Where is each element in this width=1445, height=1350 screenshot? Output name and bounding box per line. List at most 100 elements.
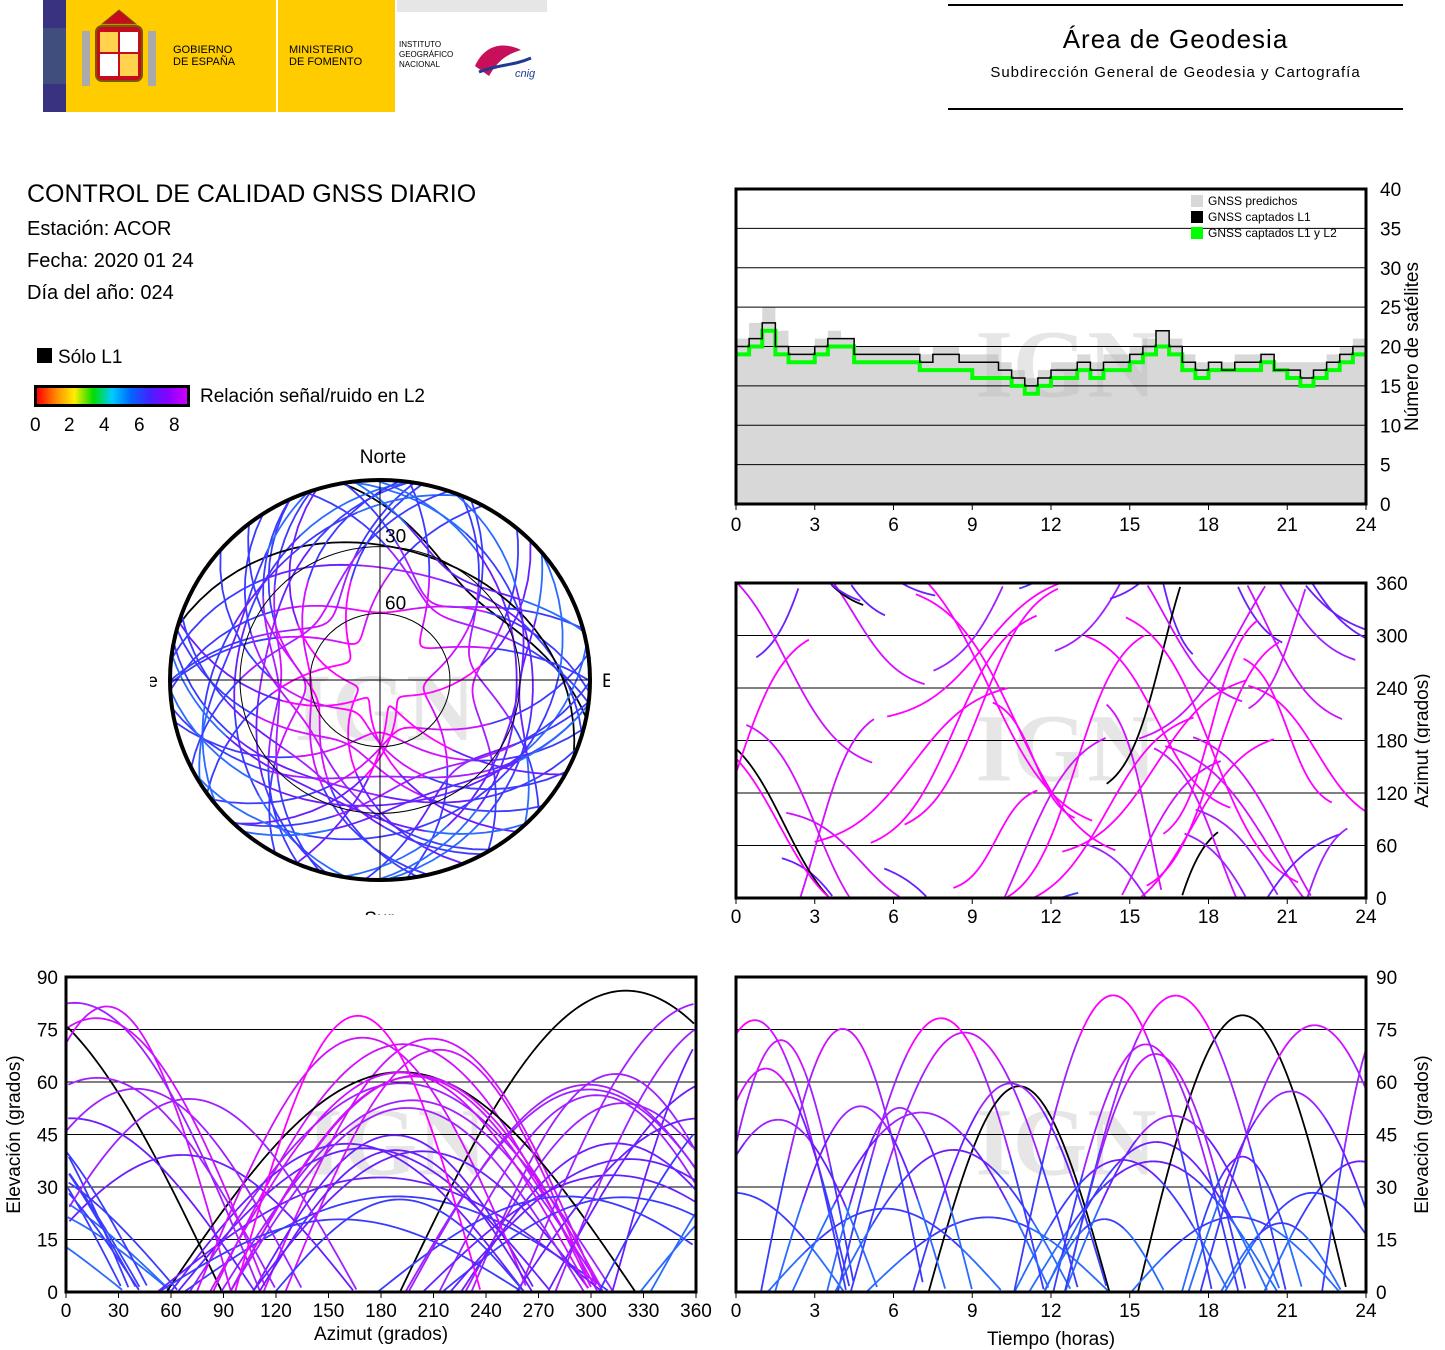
solo-l1-label: Sólo L1: [58, 347, 123, 368]
y-tick-label: 40: [1380, 180, 1401, 201]
sky-track: [288, 488, 318, 626]
sky-track: [297, 624, 348, 682]
elevation-track: [1321, 1156, 1344, 1292]
sky-track: [540, 552, 564, 677]
x-tick-label: 18: [1198, 1301, 1219, 1322]
sky-track: [335, 554, 357, 610]
elevation-azimuth-track: [547, 1085, 696, 1292]
elevation-track: [945, 1216, 989, 1229]
legend-entry: GNSS predichos: [1208, 194, 1297, 208]
elevation-track: [753, 1039, 780, 1078]
elevation-azimuth-track: [195, 1036, 527, 1292]
sky-track: [250, 633, 292, 704]
sky-track: [369, 708, 400, 774]
sky-track: [309, 708, 325, 789]
y-tick-label: 90: [37, 968, 58, 989]
elevation-track: [1130, 1254, 1166, 1292]
elevation-track: [766, 1250, 807, 1292]
sky-track: [306, 659, 313, 710]
elevation-track: [1067, 1253, 1109, 1292]
sky-track: [243, 513, 264, 635]
sky-track: [190, 676, 243, 768]
elevation-track: [1350, 1058, 1366, 1092]
sky-track: [335, 804, 401, 830]
elevation-track: [1324, 1117, 1360, 1190]
elevation-track: [1176, 1078, 1210, 1173]
x-tick-label: 0: [731, 1301, 742, 1322]
elevation-track: [1206, 1014, 1243, 1054]
elevation-azimuth-track: [66, 1087, 303, 1288]
sky-track: [171, 707, 271, 773]
sky-track: [396, 544, 423, 592]
elevation-track: [925, 1031, 965, 1069]
y-tick-label: 35: [1380, 219, 1401, 240]
date-label: Fecha: 2020 01 24: [27, 250, 194, 272]
direction-south: Sur: [364, 909, 394, 915]
station-label: Estación: ACOR: [27, 218, 172, 240]
y-tick-label: 0: [47, 1283, 58, 1304]
elevation-azimuth-track: [639, 1224, 696, 1292]
x-tick-label: 15: [1119, 907, 1140, 928]
sky-track: [273, 663, 281, 712]
x-tick-label: 210: [418, 1301, 450, 1322]
y-tick-label: 60: [1376, 837, 1397, 858]
sky-track: [432, 645, 495, 650]
snr-tick: 0: [30, 415, 41, 436]
x-tick-label: 15: [1119, 1301, 1140, 1322]
sky-track: [517, 703, 590, 763]
elevation-track: [836, 1157, 873, 1292]
sky-track: [180, 614, 228, 703]
sky-track: [233, 616, 249, 703]
elevation-track: [769, 1205, 809, 1244]
elevation-track: [1254, 1090, 1292, 1121]
elevation-track: [774, 1202, 804, 1292]
tracks: [66, 989, 696, 1292]
elevation-track: [874, 1106, 901, 1134]
azimuth-track: [736, 747, 831, 898]
elevation-track: [1113, 1043, 1146, 1080]
plot-frame: [734, 187, 1368, 506]
sky-track: [424, 770, 568, 791]
sky-track: [419, 770, 508, 828]
azimuth-track: [830, 583, 861, 602]
sky-track: [408, 481, 431, 578]
elevation-track: [844, 1207, 886, 1221]
elevation-azimuth-track: [470, 1073, 696, 1292]
elevation-track: [1269, 1225, 1307, 1256]
azimuth-track: [1004, 737, 1107, 898]
sky-track: [489, 715, 532, 812]
plot-frame: [734, 975, 1368, 1294]
azimuth-track: [1162, 583, 1194, 655]
sky-track: [541, 638, 576, 758]
y-tick-label: 20: [1380, 338, 1401, 359]
elevation-track: [1281, 1222, 1302, 1233]
sky-track: [389, 504, 484, 574]
elevation-track: [833, 1135, 879, 1205]
sky-track: [513, 640, 590, 704]
elevation-azimuth-track: [66, 1026, 223, 1292]
y-tick-label: 15: [1376, 1231, 1397, 1252]
sky-track: [178, 621, 283, 702]
sky-track: [374, 480, 477, 551]
sky-track: [524, 644, 588, 752]
sky-track: [453, 492, 518, 588]
elevation-azimuth-track: [209, 1071, 589, 1292]
eu-stars-strip: [43, 0, 66, 112]
elevation-track: [975, 1056, 1011, 1156]
sky-track: [289, 702, 322, 749]
sky-track: [226, 701, 284, 749]
azimuth-track: [1266, 833, 1342, 898]
y-tick-label: 60: [1376, 1073, 1397, 1094]
elevation-azimuth-track: [258, 1149, 533, 1292]
sky-track: [452, 749, 566, 776]
sky-track: [535, 552, 544, 619]
x-tick-label: 24: [1355, 907, 1377, 928]
elevation-track: [760, 1160, 790, 1292]
sky-track: [424, 822, 527, 835]
sky-track: [466, 572, 544, 640]
sky-track: [307, 826, 421, 841]
elevation-track: [1052, 1173, 1084, 1292]
elevation-track: [912, 1190, 946, 1292]
elevation-track: [755, 1019, 786, 1057]
legend-entry: GNSS captados L1 y L2: [1208, 226, 1337, 240]
